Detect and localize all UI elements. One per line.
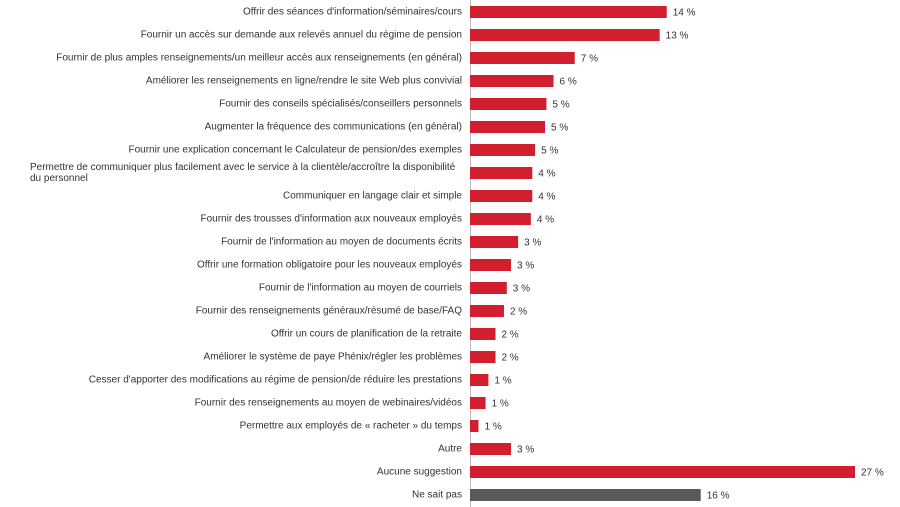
value-label: 1 % — [484, 422, 501, 433]
bar — [470, 98, 547, 110]
category-label: Autre — [22, 444, 462, 455]
bar — [470, 236, 519, 248]
value-label: 5 % — [552, 100, 569, 111]
value-label: 4 % — [537, 215, 554, 226]
category-label: Augmenter la fréquence des communication… — [22, 122, 462, 133]
category-label: Offrir une formation obligatoire pour le… — [22, 260, 462, 271]
category-text: Offrir un cours de planification de la r… — [270, 328, 462, 340]
bar — [470, 489, 701, 501]
value-label: 3 % — [513, 284, 530, 295]
value-label: 14 % — [673, 8, 696, 19]
category-text: Fournir un accès sur demande aux relevés… — [140, 29, 462, 41]
value-label: 2 % — [501, 353, 518, 364]
category-label: Offrir des séances d'information/séminai… — [22, 7, 462, 18]
category-label: Aucune suggestion — [22, 467, 462, 478]
category-text: Permettre aux employés de « racheter » d… — [239, 420, 462, 432]
category-text: Fournir de l'information au moyen de cou… — [258, 282, 462, 294]
bar — [470, 397, 486, 409]
bar — [470, 144, 536, 156]
category-text: Fournir des renseignements au moyen de w… — [194, 397, 462, 409]
value-label: 2 % — [510, 307, 527, 318]
category-label: Fournir des trousses d'information aux n… — [22, 213, 463, 225]
category-text: Autre — [438, 443, 462, 455]
category-label: Fournir une explication concernant le Ca… — [22, 145, 462, 156]
value-label: 5 % — [541, 146, 558, 157]
category-label: Communiquer en langage clair et simple — [22, 191, 462, 202]
category-text: Cesser d'apporter des modifications au r… — [88, 374, 462, 386]
bar — [470, 305, 504, 317]
bar — [470, 121, 546, 133]
value-label: 3 % — [517, 445, 534, 456]
category-text: Fournir des conseils spécialisés/conseil… — [219, 98, 462, 110]
category-label: Fournir des renseignements généraux/résu… — [22, 306, 462, 317]
category-label: Permettre aux employés de « racheter » d… — [22, 421, 462, 432]
category-text: Ne sait pas — [411, 489, 462, 501]
category-text: Offrir des séances d'information/séminai… — [242, 6, 462, 18]
category-label: Fournir de plus amples renseignements/un… — [22, 53, 462, 64]
category-text: Aucune suggestion — [376, 466, 462, 478]
value-label: 1 % — [492, 399, 509, 410]
bar — [470, 75, 554, 87]
bar — [470, 374, 489, 386]
value-label: 27 % — [861, 468, 884, 479]
category-label: Fournir de l'information au moyen de doc… — [22, 237, 462, 248]
category-text: Permettre de communiquer plus facilement… — [30, 162, 456, 184]
bar — [470, 420, 479, 432]
value-label: 6 % — [560, 77, 577, 88]
category-text: Fournir de l'information au moyen de doc… — [221, 236, 462, 248]
value-label: 7 % — [581, 54, 598, 65]
category-label: Offrir un cours de planification de la r… — [22, 329, 462, 340]
bar — [470, 29, 660, 41]
bar — [470, 6, 667, 18]
bar — [470, 443, 512, 455]
category-text: Améliorer le système de paye Phénix/régl… — [203, 351, 462, 363]
bar — [470, 190, 533, 202]
bar — [470, 328, 496, 340]
category-text: Fournir de plus amples renseignements/un… — [56, 52, 462, 64]
category-text: Offrir une formation obligatoire pour le… — [197, 259, 462, 271]
category-label: Cesser d'apporter des modifications au r… — [22, 375, 462, 386]
category-text: Fournir une explication concernant le Ca… — [128, 144, 462, 156]
value-label: 4 % — [538, 169, 555, 180]
bar — [470, 259, 512, 271]
category-label: Fournir des renseignements au moyen de w… — [22, 398, 462, 409]
category-label: Permettre de communiquer plus facilement… — [22, 162, 462, 184]
category-text: Fournir des renseignements généraux/résu… — [195, 305, 462, 317]
category-text: Améliorer les renseignements en ligne/re… — [145, 75, 462, 87]
value-label: 3 % — [517, 261, 534, 272]
bar — [470, 52, 575, 64]
category-label: Améliorer le système de paye Phénix/régl… — [22, 352, 462, 363]
bar — [470, 466, 855, 478]
value-label: 5 % — [551, 123, 568, 134]
bar — [470, 351, 496, 363]
value-label: 4 % — [538, 192, 555, 203]
bar — [470, 282, 507, 294]
category-label: Fournir de l'information au moyen de cou… — [22, 283, 462, 294]
value-label: 13 % — [666, 31, 689, 42]
category-label: Fournir des conseils spécialisés/conseil… — [22, 99, 462, 110]
value-label: 1 % — [494, 376, 511, 387]
category-label: Améliorer les renseignements en ligne/re… — [22, 76, 462, 87]
category-text: Augmenter la fréquence des communication… — [204, 121, 462, 133]
value-label: 16 % — [707, 491, 730, 502]
bar — [470, 213, 531, 225]
value-label: 2 % — [501, 330, 518, 341]
category-text: Communiquer en langage clair et simple — [283, 190, 462, 202]
bar — [470, 167, 533, 179]
value-label: 3 % — [524, 238, 541, 249]
category-label: Ne sait pas — [22, 490, 462, 501]
category-label: Fournir un accès sur demande aux relevés… — [22, 30, 462, 41]
category-text: Fournir des trousses d'information aux n… — [200, 213, 463, 225]
